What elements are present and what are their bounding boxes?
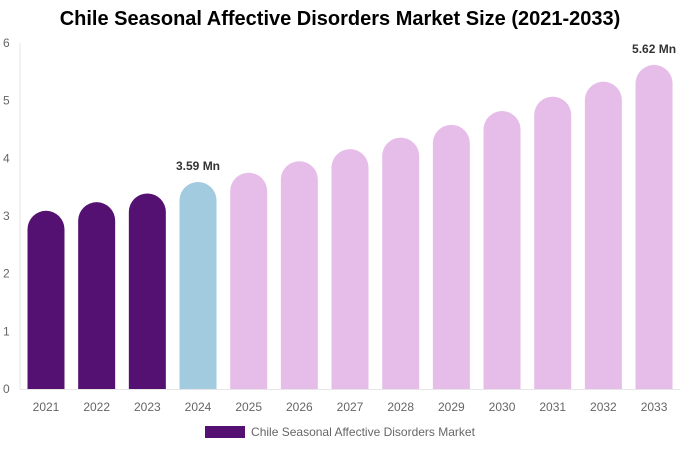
bar-2022 <box>78 202 116 389</box>
bar-2033 <box>635 64 673 389</box>
y-tick-label: 6 <box>3 36 10 50</box>
bar-2030 <box>483 111 521 389</box>
data-label: 3.59 Mn <box>176 159 220 173</box>
bar-2026 <box>280 161 318 389</box>
x-tick-label: 2033 <box>641 400 668 414</box>
chart-title: Chile Seasonal Affective Disorders Marke… <box>59 8 621 30</box>
x-tick-label: 2021 <box>33 400 60 414</box>
x-tick-label: 2025 <box>235 400 262 414</box>
x-tick-label: 2022 <box>83 400 110 414</box>
bar-2028 <box>382 137 420 389</box>
legend-swatch <box>205 426 246 438</box>
y-tick-label: 5 <box>3 94 10 108</box>
bar-2025 <box>230 172 268 389</box>
y-tick-label: 0 <box>3 382 10 396</box>
x-tick-label: 2026 <box>286 400 313 414</box>
x-tick-label: 2028 <box>387 400 414 414</box>
x-tick-label: 2023 <box>134 400 161 414</box>
bar-2027 <box>331 149 369 389</box>
y-tick-label: 2 <box>3 267 10 281</box>
x-tick-label: 2030 <box>489 400 516 414</box>
x-tick-label: 2031 <box>539 400 566 414</box>
x-tick-label: 2024 <box>185 400 212 414</box>
legend-label: Chile Seasonal Affective Disorders Marke… <box>251 425 475 439</box>
y-tick-label: 1 <box>3 324 10 338</box>
x-tick-label: 2029 <box>438 400 465 414</box>
bar-2029 <box>432 124 470 389</box>
x-tick-label: 2027 <box>337 400 364 414</box>
bar-2032 <box>584 81 622 390</box>
y-tick-label: 4 <box>3 151 10 165</box>
bar-2021 <box>27 210 65 389</box>
data-label: 5.62 Mn <box>632 42 676 56</box>
bar-2023 <box>128 193 166 389</box>
legend: Chile Seasonal Affective Disorders Marke… <box>0 425 680 439</box>
bar-2024 <box>179 181 217 389</box>
bar-2031 <box>534 96 572 389</box>
y-tick-label: 3 <box>3 209 10 223</box>
x-tick-label: 2032 <box>590 400 617 414</box>
